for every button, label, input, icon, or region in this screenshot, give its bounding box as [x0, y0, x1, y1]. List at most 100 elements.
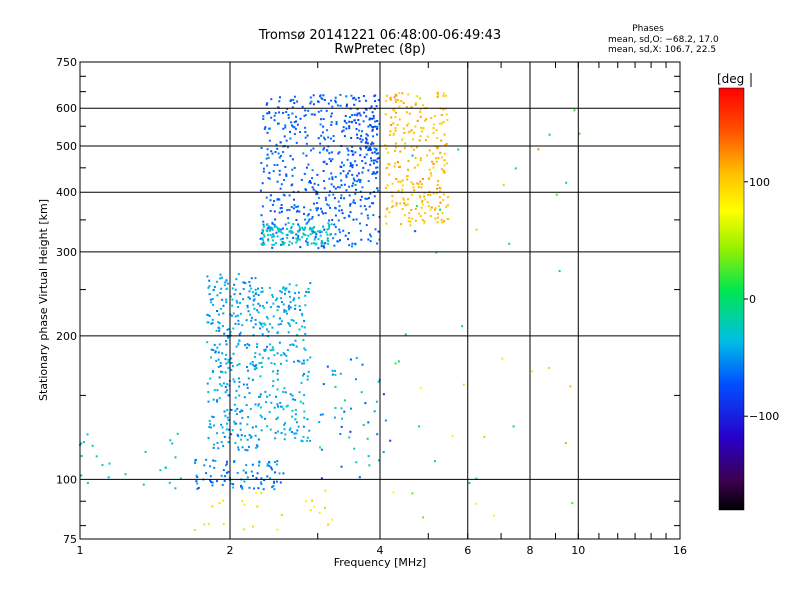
data-point: [222, 304, 225, 307]
data-point: [220, 276, 223, 279]
data-point: [348, 185, 351, 188]
data-point: [80, 442, 83, 445]
data-point: [289, 427, 292, 430]
data-point: [271, 236, 274, 239]
data-point: [286, 404, 289, 407]
data-point: [325, 149, 328, 151]
data-point: [293, 102, 296, 104]
data-point: [237, 319, 240, 322]
data-point: [352, 177, 355, 180]
data-point: [298, 296, 300, 299]
data-point: [296, 421, 298, 424]
data-point: [356, 174, 359, 177]
data-point: [282, 287, 285, 290]
data-point: [255, 477, 258, 480]
data-point: [269, 428, 272, 431]
data-point: [307, 370, 310, 373]
data-point: [351, 245, 353, 248]
data-point: [234, 396, 237, 399]
data-point: [207, 436, 210, 439]
data-point: [291, 409, 294, 412]
data-point: [319, 413, 322, 416]
data-point: [290, 318, 293, 321]
data-point: [260, 147, 263, 149]
data-point: [272, 302, 275, 305]
data-point: [318, 421, 321, 423]
data-point: [226, 282, 229, 285]
data-point: [375, 177, 377, 179]
data-point: [269, 199, 272, 202]
data-point: [366, 142, 369, 145]
data-point: [440, 168, 443, 171]
data-point: [329, 190, 331, 193]
data-point: [399, 165, 402, 168]
data-point: [442, 121, 445, 124]
data-point: [339, 239, 341, 242]
data-point: [367, 238, 370, 241]
data-point: [340, 407, 343, 410]
data-point: [271, 239, 274, 242]
data-point: [358, 123, 361, 126]
data-point: [251, 463, 254, 466]
data-point: [319, 231, 322, 234]
data-point: [375, 171, 378, 174]
data-point: [95, 455, 98, 458]
data-point: [268, 171, 271, 174]
data-point: [371, 129, 374, 132]
data-point: [310, 100, 313, 103]
data-point: [276, 180, 279, 183]
data-point: [265, 401, 267, 404]
y-tick-label: 750: [56, 56, 77, 69]
data-point: [229, 295, 232, 298]
data-point: [316, 230, 319, 233]
grid-layer: [80, 62, 680, 539]
data-point: [280, 514, 283, 516]
data-point: [292, 236, 295, 239]
data-point: [406, 203, 409, 206]
data-point: [429, 215, 432, 217]
data-point: [299, 400, 302, 403]
data-point: [242, 383, 245, 386]
data-point: [261, 325, 264, 328]
data-point: [374, 94, 377, 97]
data-point: [206, 382, 209, 385]
data-point: [440, 156, 443, 159]
data-point: [256, 472, 259, 475]
data-point: [451, 434, 454, 437]
data-point: [212, 446, 215, 449]
data-point: [330, 172, 333, 175]
data-point: [259, 375, 262, 378]
data-point: [253, 355, 256, 358]
data-point: [435, 192, 438, 195]
data-point: [389, 130, 392, 133]
data-point: [280, 243, 282, 246]
data-point: [331, 176, 334, 179]
data-point: [432, 162, 435, 165]
data-point: [294, 304, 297, 307]
data-point: [359, 148, 362, 151]
data-point: [371, 141, 374, 144]
data-point: [313, 202, 315, 205]
data-point: [447, 196, 450, 198]
data-point: [349, 430, 352, 433]
data-point: [334, 407, 337, 409]
data-point: [423, 220, 426, 223]
data-point: [241, 487, 244, 490]
data-point: [323, 187, 326, 190]
data-point: [433, 208, 436, 211]
data-point: [320, 245, 323, 248]
data-point: [282, 390, 285, 393]
data-point: [216, 389, 219, 392]
data-point: [281, 232, 284, 235]
data-point: [345, 127, 348, 130]
data-point: [284, 289, 287, 292]
data-point: [343, 119, 346, 122]
data-point: [324, 489, 327, 492]
data-point: [345, 95, 348, 98]
data-point: [248, 297, 251, 300]
data-point: [437, 180, 440, 183]
data-point: [401, 184, 404, 187]
data-point: [284, 223, 287, 226]
data-point: [268, 394, 271, 397]
data-point: [260, 243, 263, 246]
